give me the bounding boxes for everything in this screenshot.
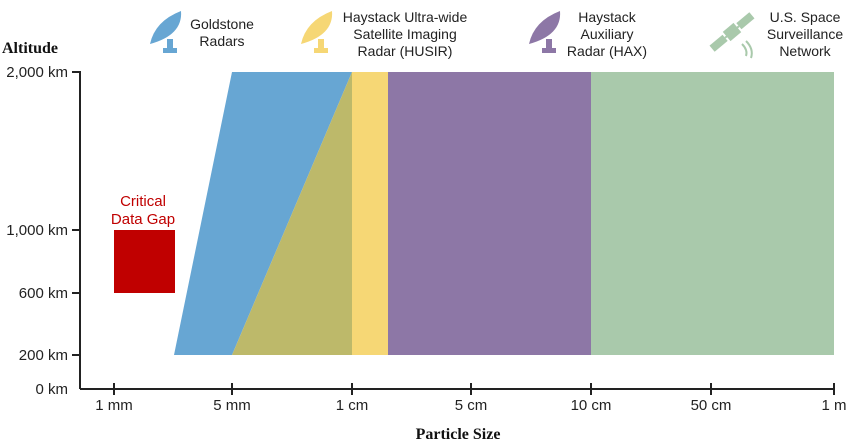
- goldstone-husir-overlap-region: [232, 72, 352, 355]
- critical-data-gap-label-line2: Data Gap: [111, 211, 175, 228]
- signal-waves-icon: [741, 40, 753, 59]
- legend-husir-line3: Radar (HUSIR): [358, 43, 453, 59]
- y-tick-label: 2,000 km: [6, 64, 68, 81]
- legend-husir-line2: Satellite Imaging: [353, 26, 457, 42]
- x-tick-label: 5 cm: [455, 397, 488, 414]
- hax-region: [388, 72, 591, 355]
- x-tick-label: 10 cm: [571, 397, 612, 414]
- x-tick-label: 1 cm: [336, 397, 369, 414]
- legend-hax-line2: Auxiliary: [581, 26, 634, 42]
- legend-ssn-line1: U.S. Space: [770, 9, 841, 25]
- goldstone-region: [174, 72, 352, 355]
- critical-data-gap-box: [114, 230, 175, 293]
- legend-goldstone-line1: Goldstone: [190, 16, 254, 32]
- y-tick-label: 0 km: [35, 381, 68, 398]
- x-axis-title: Particle Size: [416, 426, 501, 443]
- radar-dish-icon: [301, 11, 333, 53]
- legend-goldstone-line2: Radars: [199, 33, 244, 49]
- y-tick-label: 1,000 km: [6, 222, 68, 239]
- x-tick-label: 50 cm: [691, 397, 732, 414]
- radar-dish-icon: [150, 11, 182, 53]
- legend-husir-line1: Haystack Ultra-wide: [343, 9, 468, 25]
- x-tick-label: 5 mm: [213, 397, 251, 414]
- legend-hax-line3: Radar (HAX): [567, 43, 647, 59]
- critical-data-gap-label-line1: Critical: [120, 193, 166, 210]
- y-tick-label: 600 km: [19, 285, 68, 302]
- radar-dish-icon: [529, 11, 561, 53]
- satellite-icon: [709, 12, 755, 52]
- legend-ssn-line2: Surveillance: [767, 26, 843, 42]
- legend-hax-line1: Haystack: [578, 9, 637, 25]
- x-tick-label: 1 m: [821, 397, 846, 414]
- x-ticks: [113, 383, 835, 395]
- y-axis-title: Altitude: [2, 40, 58, 57]
- y-tick-label: 200 km: [19, 347, 68, 364]
- ssn-region: [591, 72, 834, 355]
- x-tick-label: 1 mm: [95, 397, 133, 414]
- legend-ssn-line3: Network: [779, 43, 831, 59]
- husir-region: [352, 72, 388, 355]
- y-ticks: [72, 71, 80, 356]
